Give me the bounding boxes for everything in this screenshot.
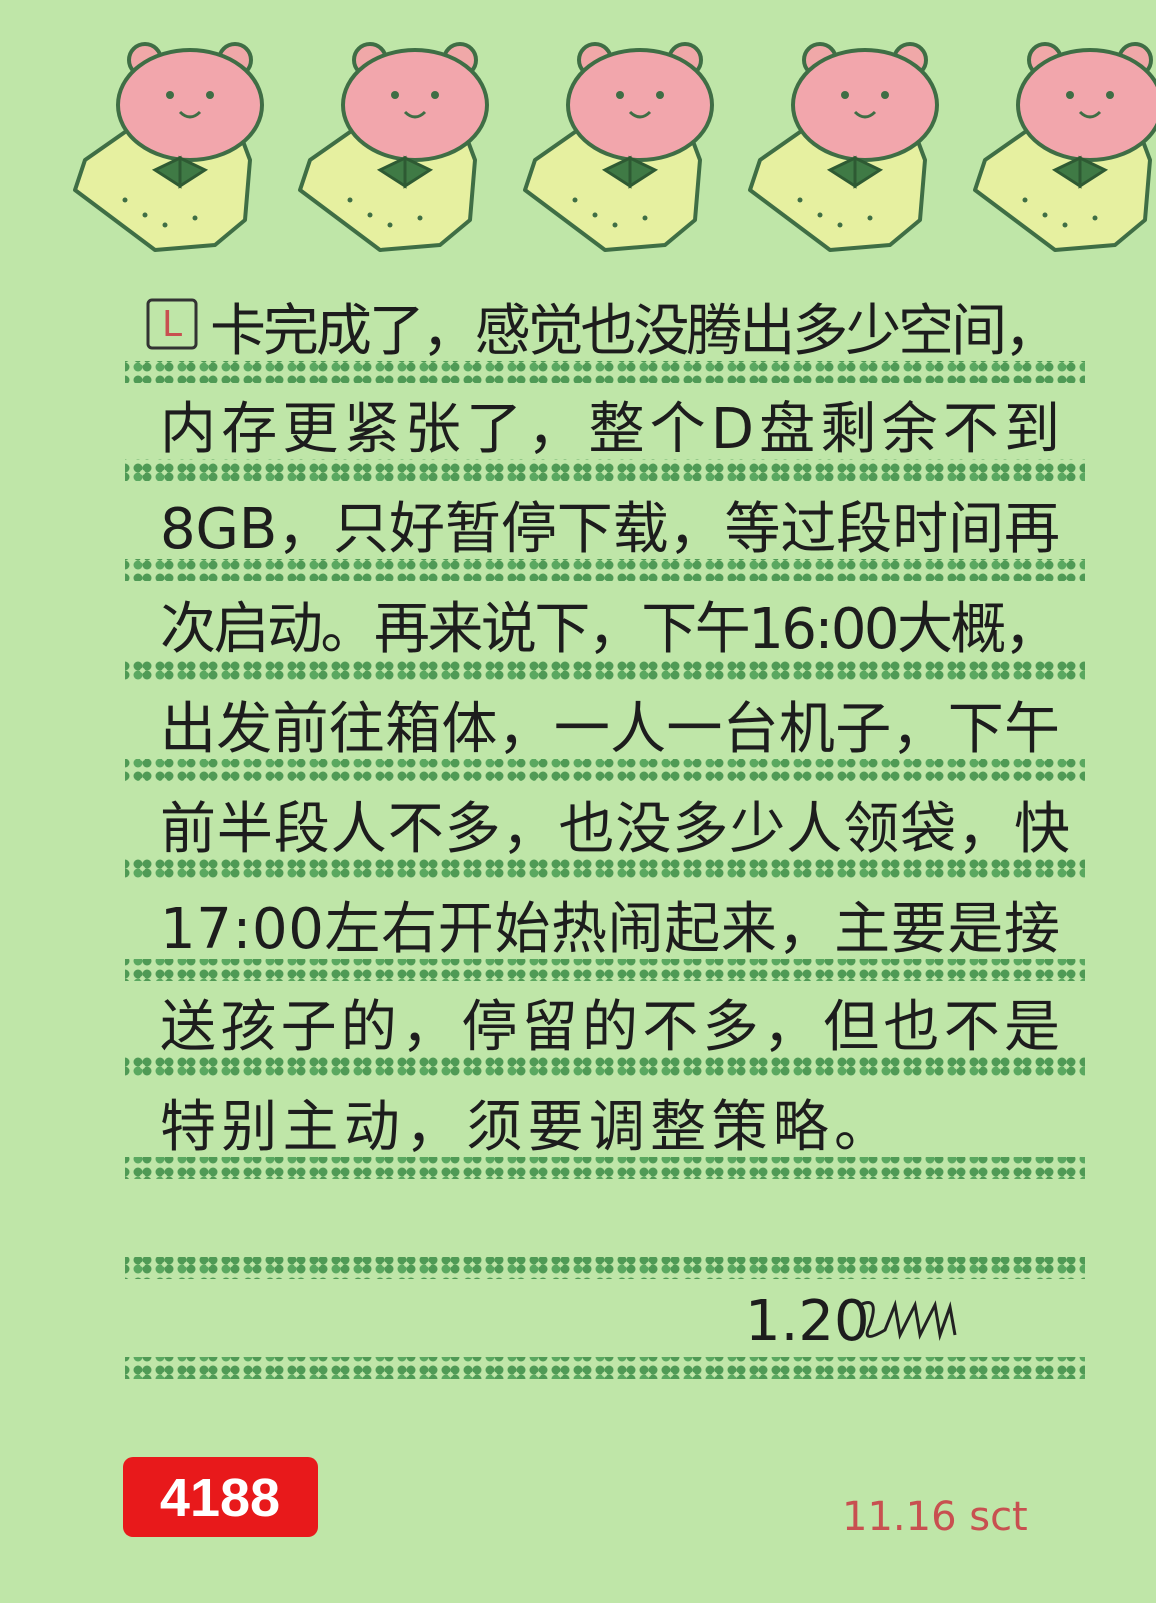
- signature-scribble: [859, 1299, 957, 1341]
- text-line: 送孩子的，停留的不多，但也不是: [160, 995, 1060, 1060]
- text-line: 内存更紧张了，整个D盘剩余不到: [160, 397, 1060, 462]
- text-line: 次启动。再来说下，下午16:00大概，: [160, 597, 1060, 662]
- badge: 4188: [160, 1468, 280, 1528]
- clover-rows: [125, 361, 1085, 1379]
- marker-box: [146, 298, 198, 350]
- bear-border: [73, 42, 1156, 252]
- text-line: 8GB，只好暂停下载，等过段时间再: [160, 497, 1060, 562]
- text-line: 前半段人不多，也没多少人领袋，快: [160, 797, 1070, 862]
- text-line: 卡完成了，感觉也没腾出多少空间，: [210, 299, 1060, 364]
- signature-date: 1.20: [745, 1289, 870, 1354]
- marker: L: [162, 304, 182, 345]
- footer-date: 11.16 sct: [842, 1494, 1028, 1540]
- badge-bg: [123, 1457, 318, 1537]
- text-line: 17:00左右开始热闹起来，主要是接: [160, 897, 1060, 962]
- text-line: 特别主动，须要调整策略。: [160, 1095, 890, 1160]
- text-line: 出发前往箱体，一人一台机子，下午: [160, 697, 1060, 762]
